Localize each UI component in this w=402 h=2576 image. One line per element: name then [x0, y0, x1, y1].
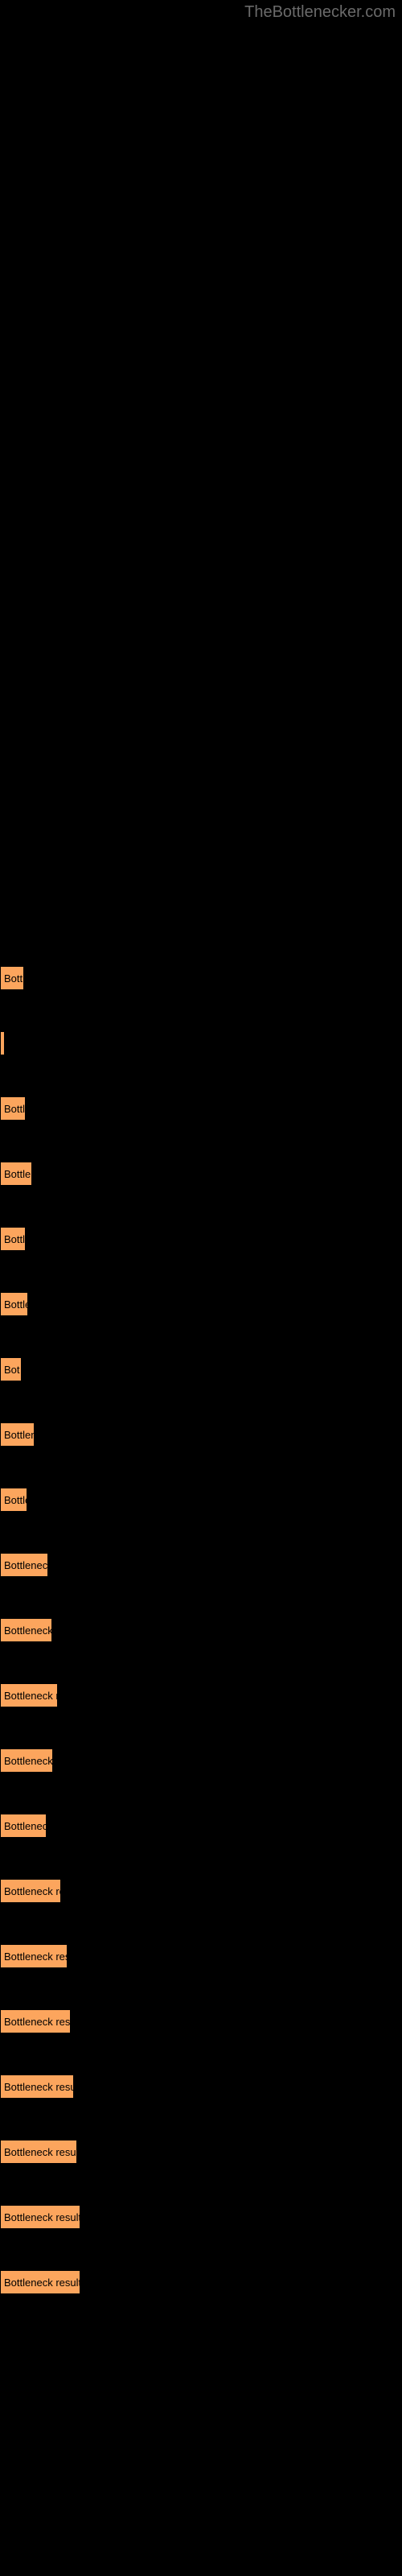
bar-label: Bottleneck resu	[4, 1624, 52, 1637]
bar-row: Bottleneck result	[0, 1944, 402, 1968]
bar-row: Bottleneck result	[0, 1683, 402, 1707]
bar-row: Bottlenec	[0, 1162, 402, 1186]
bar-row: Bottleneck re	[0, 1814, 402, 1838]
bar-row: Bottleneck	[0, 1422, 402, 1447]
bar: Bottleneck re	[0, 1814, 47, 1838]
bar-label: Bottleneck result	[4, 2081, 74, 2093]
bar-label: Bottlen	[4, 1298, 28, 1311]
bar-row: Bottleneck result	[0, 2140, 402, 2164]
bar: Bottlen	[0, 1488, 27, 1512]
bar: Bott	[0, 966, 24, 990]
bar-row: Bott	[0, 966, 402, 990]
bar-row: Bottleneck resul	[0, 1748, 402, 1773]
bar-chart: Bott Bottle Bottlenec Bottle Bottlen Bot Bottl…	[0, 0, 402, 2294]
bar: Bottleneck result	[0, 1683, 58, 1707]
bar-row: Bot	[0, 1357, 402, 1381]
bar-label: Bot	[4, 1364, 20, 1376]
bar-label: Bottleneck	[4, 1429, 35, 1441]
bar: Bottleneck resul	[0, 1748, 53, 1773]
bar-label: Bottle	[4, 1103, 26, 1115]
bar: Bottleneck res	[0, 1553, 48, 1577]
bar-row: Bottleneck result	[0, 2205, 402, 2229]
bar: Bottlen	[0, 1292, 28, 1316]
bar-row: Bottlen	[0, 1292, 402, 1316]
bar: Bottle	[0, 1227, 26, 1251]
bar-label: Bottleneck result	[4, 2211, 80, 2223]
bar-row: Bottle	[0, 1227, 402, 1251]
bar: Bottleneck result	[0, 2140, 77, 2164]
bar: Bottleneck	[0, 1422, 35, 1447]
bar-row: Bottleneck result	[0, 2270, 402, 2294]
bar-label: Bottle	[4, 1233, 26, 1245]
bar-label: Bott	[4, 972, 23, 985]
bar: Bottleneck result	[0, 2009, 71, 2033]
bar	[0, 1031, 5, 1055]
bar-label: Bottleneck result	[4, 2016, 71, 2028]
bar: Bot	[0, 1357, 22, 1381]
bar: Bottleneck resu	[0, 1618, 52, 1642]
bar-row: Bottleneck res	[0, 1553, 402, 1577]
bar-row: Bottleneck resu	[0, 1618, 402, 1642]
bar-label: Bottleneck result	[4, 1951, 68, 1963]
bar-label: Bottleneck result	[4, 2146, 77, 2158]
bar-label: Bottleneck res	[4, 1559, 48, 1571]
bar-label: Bottleneck resul	[4, 1755, 53, 1767]
bar: Bottlenec	[0, 1162, 32, 1186]
bar-label: Bottleneck re	[4, 1820, 47, 1832]
bar: Bottleneck result	[0, 2074, 74, 2099]
bar: Bottleneck result	[0, 1879, 61, 1903]
bar-label: Bottleneck result	[4, 1690, 58, 1702]
bar-label: Bottleneck result	[4, 2277, 80, 2289]
bar-row	[0, 1031, 402, 1055]
bar-label: Bottlenec	[4, 1168, 32, 1180]
bar-row: Bottleneck result	[0, 1879, 402, 1903]
bar: Bottleneck result	[0, 2270, 80, 2294]
bar-label: Bottlen	[4, 1494, 27, 1506]
watermark-text: TheBottlenecker.com	[244, 3, 396, 22]
bar-label: Bottleneck result	[4, 1885, 61, 1897]
bar: Bottle	[0, 1096, 26, 1121]
bar-row: Bottleneck result	[0, 2074, 402, 2099]
bar: Bottleneck result	[0, 2205, 80, 2229]
bar-row: Bottlen	[0, 1488, 402, 1512]
bar-row: Bottleneck result	[0, 2009, 402, 2033]
bar: Bottleneck result	[0, 1944, 68, 1968]
bar-row: Bottle	[0, 1096, 402, 1121]
